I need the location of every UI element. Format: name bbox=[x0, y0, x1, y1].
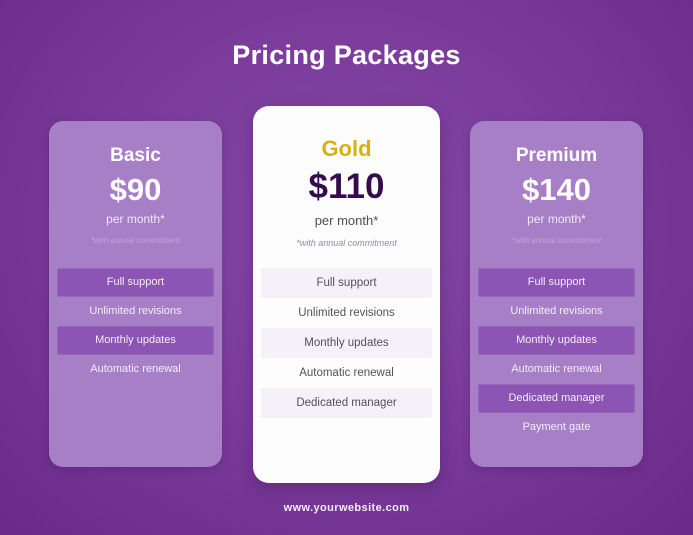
plan-card-premium[interactable]: Premium $140 per month* *with annual com… bbox=[470, 121, 643, 467]
feature-item: Unlimited revisions bbox=[298, 307, 395, 319]
feature-item: Dedicated manager bbox=[261, 388, 432, 418]
feature-item: Monthly updates bbox=[57, 326, 214, 355]
plan-card-basic[interactable]: Basic $90 per month* *with annual commit… bbox=[49, 121, 222, 467]
plan-period: per month* bbox=[314, 212, 379, 228]
plan-price: $90 bbox=[109, 171, 162, 207]
plan-note: *with annual commitment bbox=[90, 236, 181, 246]
page-title: Pricing Packages bbox=[232, 40, 461, 70]
feature-item: Automatic renewal bbox=[90, 363, 181, 375]
feature-item: Monthly updates bbox=[478, 326, 635, 355]
feature-item: Automatic renewal bbox=[511, 363, 602, 375]
feature-item: Monthly updates bbox=[261, 328, 432, 358]
feature-item: Unlimited revisions bbox=[89, 305, 182, 317]
plan-period: per month* bbox=[106, 212, 165, 227]
feature-item: Full support bbox=[57, 268, 214, 297]
feature-item: Dedicated manager bbox=[478, 384, 635, 413]
plan-price: $140 bbox=[522, 171, 591, 207]
plan-note: *with annual commitment bbox=[296, 237, 397, 248]
feature-item: Full support bbox=[478, 268, 635, 297]
plan-card-gold[interactable]: Gold $110 per month* *with annual commit… bbox=[253, 106, 440, 483]
website-url[interactable]: www.yourwebsite.com bbox=[283, 502, 410, 514]
plan-name: Basic bbox=[110, 145, 161, 166]
feature-list: Full support Unlimited revisions Monthly… bbox=[478, 268, 635, 442]
plan-period: per month* bbox=[527, 212, 586, 227]
plan-name: Gold bbox=[321, 136, 372, 161]
feature-item: Full support bbox=[261, 268, 432, 298]
feature-item: Automatic renewal bbox=[299, 367, 394, 379]
feature-item: Unlimited revisions bbox=[510, 305, 603, 317]
plan-note: *with annual commitment bbox=[511, 236, 602, 246]
feature-list: Full support Unlimited revisions Monthly… bbox=[261, 268, 432, 418]
feature-list: Full support Unlimited revisions Monthly… bbox=[57, 268, 214, 384]
plan-price: $110 bbox=[308, 167, 385, 207]
feature-item: Payment gate bbox=[522, 421, 591, 433]
plan-name: Premium bbox=[515, 145, 598, 166]
